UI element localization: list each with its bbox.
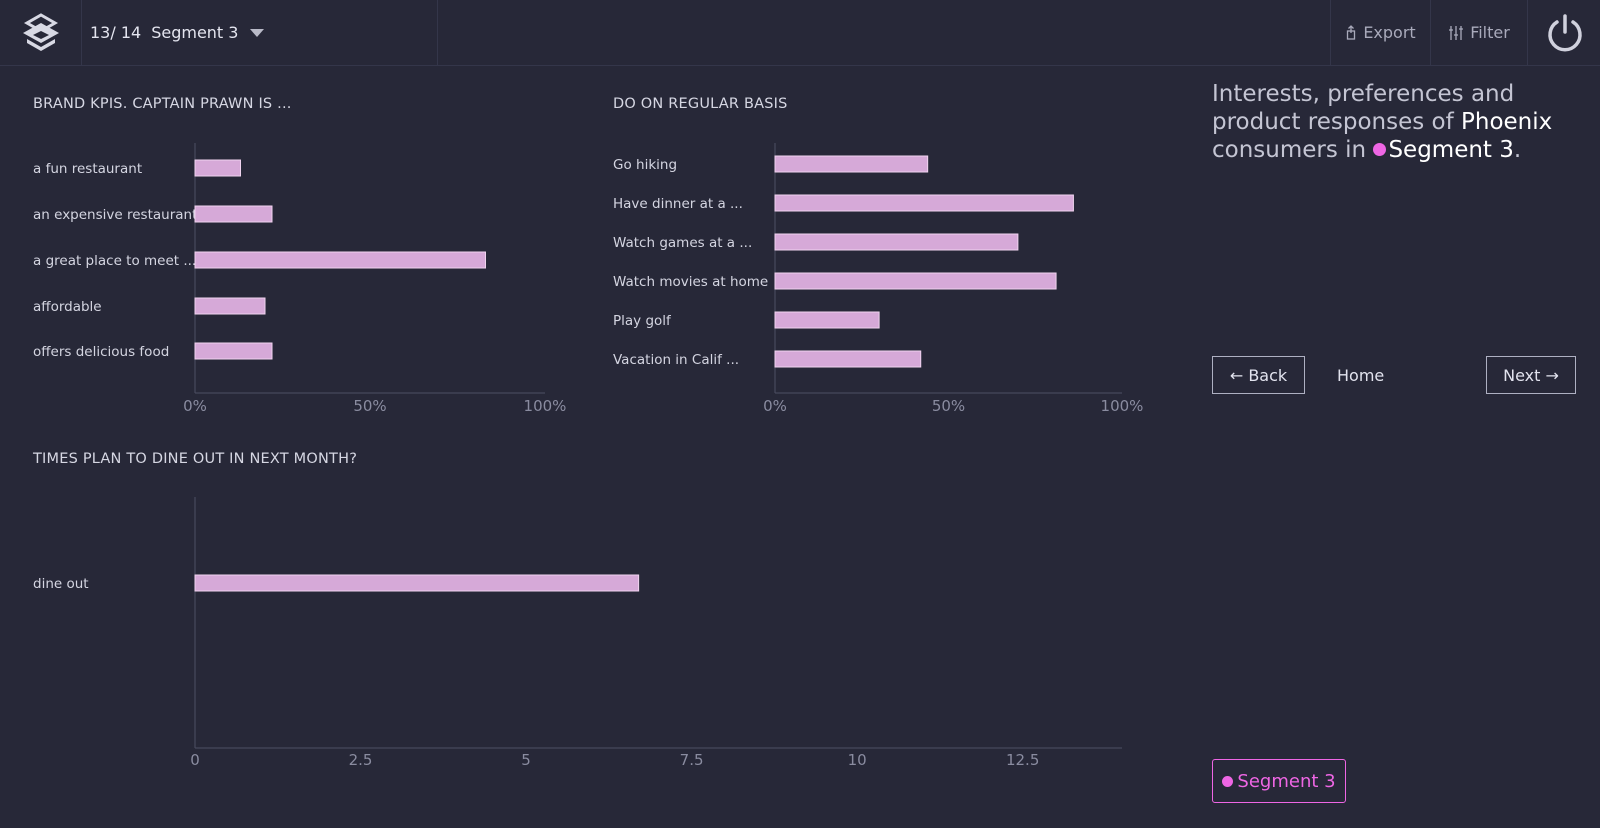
chart-1-category-label: Have dinner at a ... [613,196,743,212]
description-segment: Segment 3 [1388,137,1514,163]
chart-1-bar [774,311,880,329]
chart-1-bar [774,155,929,173]
description-city: Phoenix [1461,109,1553,135]
chart-title-regular-basis: DO ON REGULAR BASIS [613,96,788,112]
home-link[interactable]: Home [1337,365,1385,385]
segment-tag[interactable]: Segment 3 [1212,759,1346,803]
chart-2-tick-label: 0 [190,751,200,769]
app-logo[interactable] [0,0,82,65]
top-bar: 13/ 14 Segment 3 Export Filter [0,0,1600,66]
segment-description: Interests, preferences and product respo… [1212,80,1572,164]
chart-1-tick-label: 100% [1101,397,1144,415]
chart-0-tick-label: 100% [524,397,567,415]
back-button[interactable]: ← Back [1212,356,1305,394]
chart-2-bar [194,574,640,592]
chart-1-category-label: Vacation in Calif ... [613,352,739,368]
chart-1-bar [774,233,1019,251]
charts-area: a fun restaurant an expensive restaurant a… [33,143,1144,769]
next-button[interactable]: Next → [1486,356,1576,394]
chart-2-tick-label: 7.5 [680,751,704,769]
chart-0-bar [194,342,273,360]
description-prefix: Interests, preferences and product respo… [1212,81,1515,135]
segment-selector-label: Segment 3 [151,23,239,42]
filter-label: Filter [1470,23,1510,42]
chart-2-tick-label: 10 [848,751,867,769]
chart-2-category-label: dine out [33,576,89,592]
chart-1-bar [774,350,922,368]
chart-0-tick-label: 0% [183,397,207,415]
logo-icon [22,12,59,51]
chart-1-category-label: Play golf [613,313,672,329]
chart-0-tick-label: 50% [353,397,386,415]
power-icon [1547,13,1582,51]
chart-title-dine-out: TIMES PLAN TO DINE OUT IN NEXT MONTH? [33,451,358,467]
filter-button[interactable]: Filter [1430,0,1527,65]
export-button[interactable]: Export [1330,0,1430,65]
segment-counter: 13/ 14 [90,23,142,42]
chart-1-bar [774,194,1074,212]
segment-tag-dot [1222,775,1234,787]
chart-0-bar [194,205,273,223]
chart-0-category-label: a fun restaurant [33,161,142,177]
chart-1-category-label: Watch games at a ... [613,235,752,251]
description-suffix: . [1513,137,1522,163]
chart-0-category-label: a great place to meet ... [33,253,196,269]
chart-1-category-label: Watch movies at home [613,274,768,290]
chart-1-category-label: Go hiking [613,157,677,173]
chart-0-category-label: an expensive restaurant [33,207,197,223]
chart-1-tick-label: 0% [763,397,787,415]
chart-0-bar [194,297,266,315]
chart-1-bar [774,272,1057,290]
export-label: Export [1363,23,1416,42]
chart-2-tick-label: 2.5 [349,751,373,769]
chart-0-bar [194,159,241,177]
chart-0-category-label: affordable [33,299,102,315]
chart-2-tick-label: 12.5 [1006,751,1039,769]
chart-1-tick-label: 50% [932,397,965,415]
segment-tag-label: Segment 3 [1237,770,1336,792]
chart-2-tick-label: 5 [521,751,531,769]
chart-title-brand-kpis: BRAND KPIS. CAPTAIN PRAWN IS ... [33,96,292,112]
sliders-icon [1448,25,1464,41]
segment-color-dot [1373,142,1387,156]
description-middle: consumers in [1212,137,1367,163]
power-button[interactable] [1527,0,1600,65]
chart-0-category-label: offers delicious food [33,344,169,360]
export-icon [1345,24,1357,41]
chart-0-bar [194,251,486,269]
segment-selector[interactable]: 13/ 14 Segment 3 [81,0,438,65]
chevron-down-icon [250,28,265,37]
